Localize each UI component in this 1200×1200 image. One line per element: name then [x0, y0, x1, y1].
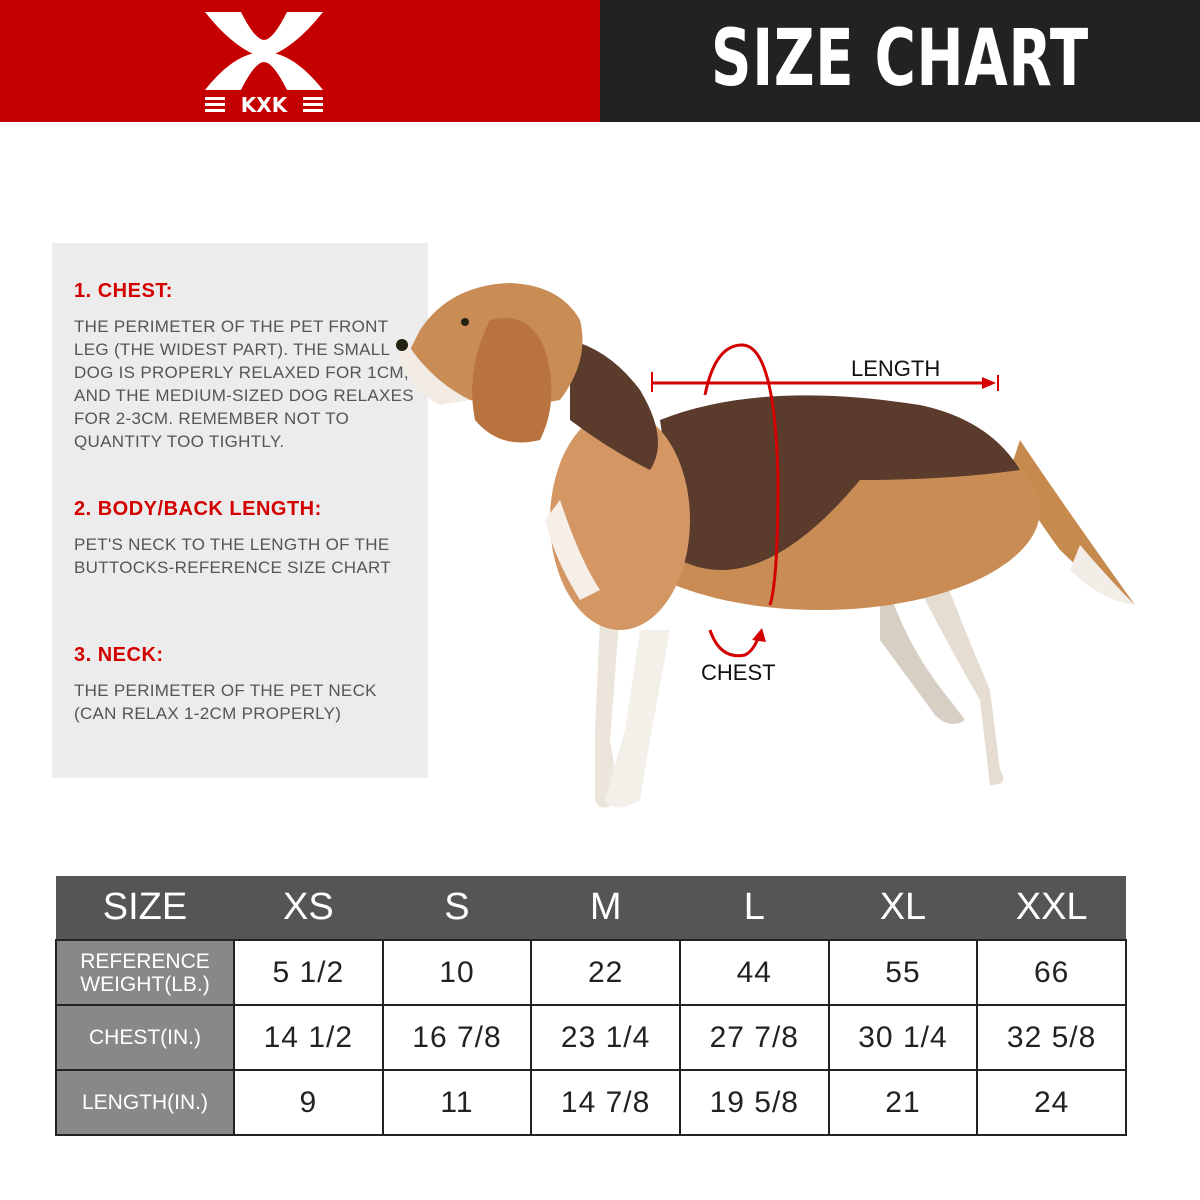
chest-label: CHEST [701, 660, 776, 685]
header-brand-area: KXK [0, 0, 600, 122]
guide-heading: 1. CHEST: [74, 280, 173, 302]
header-cell: L [679, 876, 829, 941]
header-cell: XXL [977, 876, 1126, 941]
header-cell: XL [828, 876, 978, 941]
header-cell: XS [234, 876, 383, 941]
table-row: REFERENCE WEIGHT(LB.) 5 1/2 10 22 44 55 66 [55, 939, 1127, 1006]
table-cell: 24 [976, 1069, 1127, 1136]
table-header-row: SIZE XS S M L XL XXL [56, 876, 1126, 941]
svg-text:KXK: KXK [241, 93, 289, 114]
guide-chest: 1. CHEST: THE PERIMETER OF THE PET FRONT… [74, 280, 419, 453]
table-cell: 16 7/8 [381, 1004, 533, 1071]
table-cell: 22 [530, 939, 681, 1006]
table-cell: 30 1/4 [827, 1004, 979, 1071]
table-cell: 32 5/8 [976, 1004, 1127, 1071]
header-cell: SIZE [56, 876, 234, 941]
guide-text: THE PERIMETER OF THE PET FRONT LEG (THE … [74, 317, 414, 451]
guide-heading: 3. NECK: [74, 644, 164, 666]
row-label: CHEST(IN.) [55, 1004, 235, 1071]
table-row: LENGTH(IN.) 9 11 14 7/8 19 5/8 21 24 [55, 1069, 1127, 1136]
guide-length: 2. BODY/BACK LENGTH: PET'S NECK TO THE L… [74, 498, 394, 579]
table-cell: 55 [827, 939, 979, 1006]
table-cell: 21 [827, 1069, 979, 1136]
guide-text: THE PERIMETER OF THE PET NECK (CAN RELAX… [74, 681, 377, 723]
header-cell: M [531, 876, 680, 941]
beagle-illustration [396, 283, 1135, 808]
length-label: LENGTH [851, 356, 941, 381]
size-table: SIZE XS S M L XL XXL REFERENCE WEIGHT(LB… [55, 876, 1127, 1136]
table-cell: 44 [678, 939, 830, 1006]
table-cell: 9 [233, 1069, 384, 1136]
page-title: SIZE CHART [711, 14, 1089, 104]
row-label: LENGTH(IN.) [55, 1069, 235, 1136]
table-row: CHEST(IN.) 14 1/2 16 7/8 23 1/4 27 7/8 30 1/4… [55, 1004, 1127, 1071]
measurement-guide-panel [52, 243, 428, 778]
table-cell: 11 [381, 1069, 533, 1136]
guide-text: PET'S NECK TO THE LENGTH OF THE BUTTOCKS… [74, 535, 391, 577]
kxk-logo: KXK [205, 12, 323, 114]
table-cell: 19 5/8 [678, 1069, 830, 1136]
guide-heading: 2. BODY/BACK LENGTH: [74, 498, 322, 520]
row-label: REFERENCE WEIGHT(LB.) [55, 939, 235, 1006]
guide-neck: 3. NECK: THE PERIMETER OF THE PET NECK (… [74, 644, 419, 725]
table-cell: 14 1/2 [233, 1004, 384, 1071]
table-cell: 14 7/8 [530, 1069, 681, 1136]
table-cell: 23 1/4 [530, 1004, 681, 1071]
table-cell: 5 1/2 [233, 939, 384, 1006]
table-cell: 27 7/8 [678, 1004, 830, 1071]
table-cell: 66 [976, 939, 1127, 1006]
header-cell: S [382, 876, 532, 941]
table-cell: 10 [381, 939, 533, 1006]
header-title-area [600, 0, 1200, 122]
